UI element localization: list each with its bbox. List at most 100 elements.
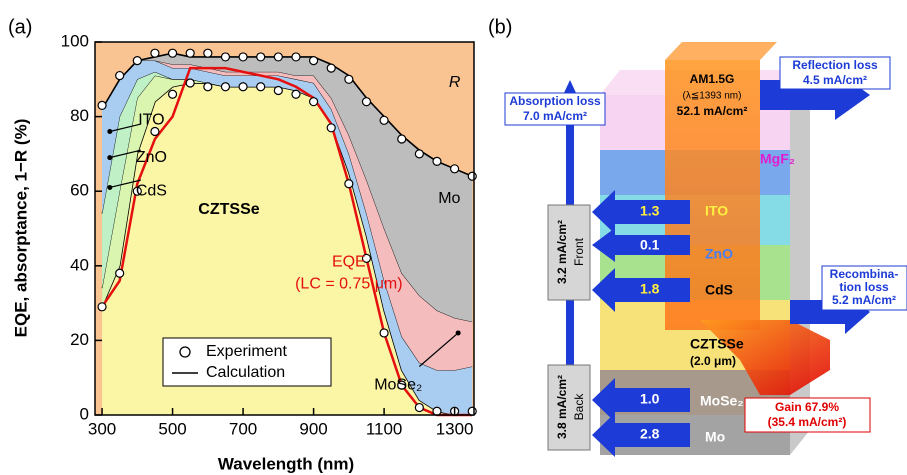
front-box (547, 204, 591, 301)
experiment-point (379, 328, 389, 338)
light-column-top (665, 42, 777, 60)
experiment-point (115, 268, 125, 278)
reflection-label: Reflection loss (792, 58, 878, 72)
region-label: CZTSSe (198, 201, 259, 218)
source-range: (λ≦1393 nm) (683, 91, 742, 102)
y-tick-label: 0 (80, 404, 89, 423)
layer-label: MoSe₂ (700, 393, 744, 409)
gain-box (744, 397, 871, 433)
experiment-point (326, 63, 336, 73)
loss-value: 2.8 (640, 426, 660, 442)
experiment-point (361, 97, 372, 107)
back-label: Back (572, 393, 586, 421)
absorption-value: 7.0 mA/cm² (523, 109, 587, 123)
recombination-box (821, 265, 907, 311)
experiment-point (167, 48, 178, 58)
experiment-point (467, 406, 477, 416)
loss-value: 1.3 (640, 203, 660, 219)
y-tick-label: 40 (70, 255, 89, 274)
experiment-point (203, 82, 213, 92)
experiment-point (344, 179, 354, 189)
experiment-point (361, 253, 372, 263)
gain-value: (35.4 mA/cm²) (768, 415, 847, 429)
experiment-point (132, 186, 142, 196)
x-tick-label: 1100 (366, 419, 403, 438)
x-tick-label: 500 (158, 419, 186, 438)
experiment-point (97, 302, 107, 312)
experiment-point (238, 82, 248, 92)
leader (109, 123, 141, 133)
experiment-point (414, 402, 424, 413)
x-tick-label: 300 (88, 419, 116, 438)
plot-frame (94, 41, 475, 416)
y-tick-label: 80 (70, 106, 89, 125)
layer-label: CZTSSe (690, 336, 744, 352)
region-label: Mo (438, 190, 460, 207)
experiment-point (238, 52, 248, 62)
experiment-point (220, 82, 231, 92)
x-axis-label: Wavelength (nm) (218, 454, 354, 473)
experiment-point (167, 89, 178, 99)
experiment-point (467, 171, 477, 181)
leader (109, 179, 141, 189)
y-tick-label: 100 (61, 31, 89, 50)
region-label: R (449, 74, 461, 91)
experiment-point (273, 52, 283, 62)
stack-side (790, 70, 810, 455)
region-label: CdS (136, 182, 167, 199)
back-box (547, 364, 591, 451)
absorption-label: Absorption loss (509, 94, 601, 108)
y-tick-label: 60 (70, 181, 89, 200)
source-value: 52.1 mA/cm² (677, 104, 748, 118)
legend-label: Experiment (206, 343, 287, 360)
leader-dot (107, 155, 113, 161)
experiment-point (273, 85, 283, 96)
panel-label: (b) (488, 16, 512, 38)
front-label: Front (572, 237, 586, 266)
experiment-point (291, 89, 301, 99)
area (102, 60, 473, 371)
eqe-line (101, 66, 473, 417)
legend-label: Calculation (206, 364, 285, 381)
experiment-point (97, 100, 107, 111)
leader (109, 149, 141, 159)
reflection-value: 4.5 mA/cm² (803, 73, 867, 87)
panel-a: (a) EQE, absorptance, 1−R (%) Wavelength… (8, 16, 477, 473)
calculation-line (101, 52, 473, 178)
experiment-point (291, 52, 301, 62)
area (102, 60, 473, 416)
experiment-point (432, 156, 442, 166)
experiment-point (326, 123, 336, 133)
experiment-point (308, 56, 319, 66)
area (102, 75, 473, 415)
experiment-point (150, 126, 160, 137)
layer-thickness: (2.0 μm) (690, 354, 736, 368)
loss-arrows (592, 190, 690, 457)
region-label: MoSe₂ (374, 376, 422, 393)
experiment-point (132, 56, 142, 66)
experiment-point (256, 52, 266, 62)
experiment-point (397, 134, 407, 144)
x-tick-label: 1300 (436, 419, 474, 438)
loss-value: 1.8 (640, 281, 660, 297)
experiment-point (220, 52, 231, 62)
experiment-point (432, 406, 442, 416)
region-label: ITO (138, 112, 164, 129)
source-label: AM1.5G (690, 72, 735, 86)
leader-dot (107, 184, 113, 190)
layer-label: ITO (705, 203, 728, 219)
experiment-point (185, 78, 195, 88)
layer-label: Mo (705, 429, 725, 445)
layer-label: MgF₂ (760, 151, 795, 167)
leader (418, 332, 459, 367)
y-tick-label: 20 (70, 330, 89, 349)
experiment-point (203, 48, 213, 58)
experiment-point (256, 82, 266, 92)
experiment-point (185, 48, 195, 58)
gain-label: Gain 67.9% (775, 400, 839, 414)
recombination-value: 5.2 mA/cm² (832, 293, 896, 307)
experiment-point (115, 70, 125, 81)
back-value: 3.8 mA/cm² (555, 375, 569, 439)
x-tick-label: 900 (299, 419, 327, 438)
x-tick-label: 700 (229, 419, 257, 438)
